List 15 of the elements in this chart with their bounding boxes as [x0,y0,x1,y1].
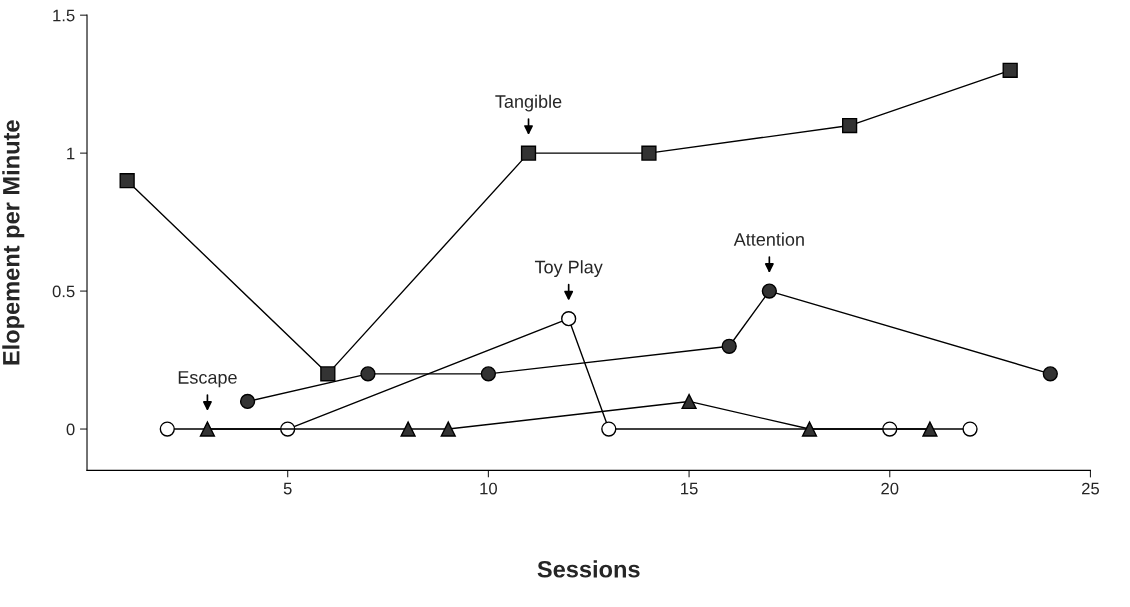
y-tick-label: 0.5 [52,285,75,298]
x-tick-label: 10 [480,482,497,495]
x-tick-label: 5 [283,482,292,495]
annotation: Attention [733,232,804,246]
annotation: Toy Play [534,260,603,278]
annotation: Escape [178,371,237,388]
x-tick-label: 25 [1082,482,1100,495]
x-tick-label: 15 [681,482,698,495]
x-axis-title: Sessions [537,560,640,578]
y-tick-label: 1 [67,147,75,160]
annotation: Tangible [495,94,562,112]
y-tick-label: 0 [66,423,75,436]
y-axis-title: Elopement per Minute [2,120,25,365]
x-tick-label: 20 [881,482,899,495]
y-tick-label: 1.5 [53,9,75,22]
